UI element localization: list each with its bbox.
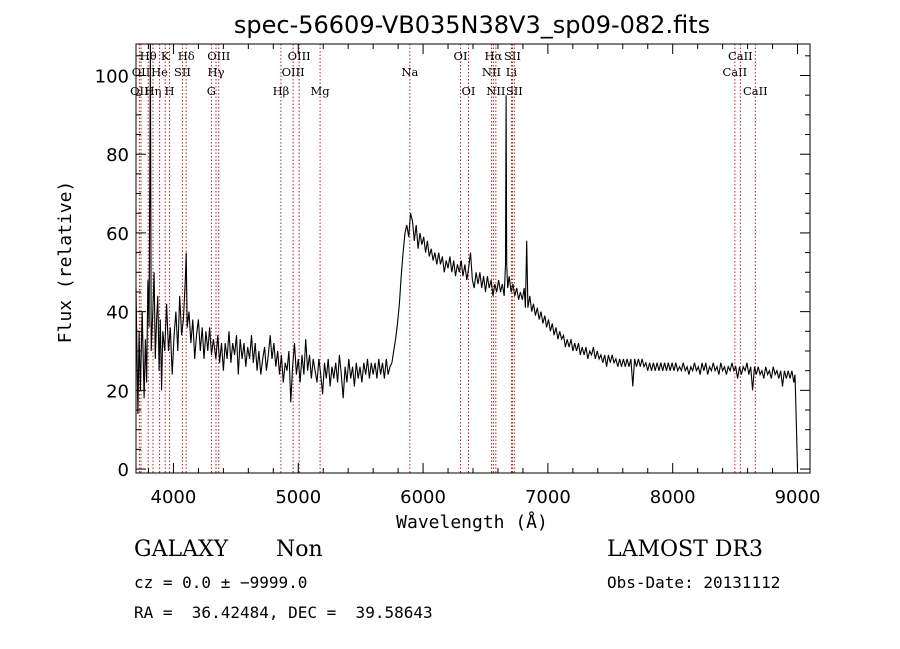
line-label-25: CaII [722, 65, 747, 79]
line-label-4: He [151, 65, 168, 79]
line-label-12: Hβ [273, 84, 290, 98]
chart-title: spec-56609-VB035N38V3_sp09-082.fits [234, 11, 710, 39]
axes: 4000 5000 6000 7000 8000 9000 0 20 40 60 80 100 [95, 43, 821, 508]
line-label-7: SII [174, 65, 191, 79]
y-tick-label: 40 [106, 303, 129, 324]
line-label-20: Hα [484, 49, 502, 63]
x-tick-label: 4000 [151, 487, 197, 508]
x-tick-label: 5000 [275, 487, 321, 508]
spectral-line-markers: OII OII Hθ Hη He K H SII Hδ G Hγ OIII Hβ OIII OIII Mg Na… [130, 44, 768, 473]
line-label-26: CaII [728, 49, 753, 63]
line-label-18: OI [462, 84, 476, 98]
x-tick-label: 7000 [525, 487, 571, 508]
line-label-5: K [161, 49, 170, 63]
line-label-17: OI [454, 49, 468, 63]
x-tick-label: 6000 [400, 487, 446, 508]
line-label-21: NII [486, 84, 505, 98]
redshift-text: cz = 0.0 ± −9999.0 [134, 573, 308, 592]
line-label-27: CaII [743, 84, 768, 98]
line-label-24: SII [506, 84, 523, 98]
y-axis-label: Flux (relative) [55, 181, 76, 344]
line-label-16: Na [401, 65, 418, 79]
line-label-9: G [207, 84, 216, 98]
line-label-11: OIII [207, 49, 230, 63]
plot-frame [135, 43, 811, 474]
line-label-10: Hγ [208, 65, 225, 79]
y-tick-label: 60 [106, 224, 129, 245]
obs-date: Obs-Date: 20131112 [607, 573, 781, 592]
line-label-3: Hη [145, 84, 162, 98]
line-label-15: Mg [311, 84, 331, 98]
y-tick-label: 0 [118, 460, 129, 481]
y-tick-label: 100 [95, 66, 129, 87]
y-tick-label: 80 [106, 145, 129, 166]
line-label-2: Hθ [140, 49, 157, 63]
line-label-19: NII [482, 65, 501, 79]
line-label-23: SII [504, 49, 521, 63]
x-axis-label: Wavelength (Å) [396, 511, 548, 533]
line-label-22: Li [506, 65, 518, 79]
survey-name: LAMOST DR3 [607, 537, 763, 562]
line-label-8: Hδ [178, 49, 195, 63]
object-class: GALAXY [134, 537, 229, 562]
line-label-0: OII [130, 84, 149, 98]
line-label-13: OIII [282, 65, 305, 79]
spectrum-line [135, 43, 799, 470]
line-label-1: OII [132, 65, 151, 79]
line-label-14: OIII [288, 49, 311, 63]
line-label-6: H [165, 84, 175, 98]
x-tick-label: 9000 [775, 487, 821, 508]
x-tick-label: 8000 [650, 487, 696, 508]
object-subclass: Non [276, 537, 323, 562]
y-tick-label: 20 [106, 381, 129, 402]
coordinates: RA = 36.42484, DEC = 39.58643 [134, 603, 433, 622]
